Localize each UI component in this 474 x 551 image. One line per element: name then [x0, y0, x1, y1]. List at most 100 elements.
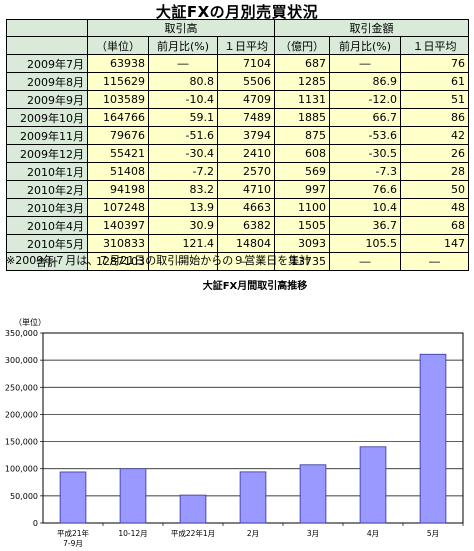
y-tick-label: 150,000 [5, 438, 38, 447]
cell-amt-avg: 86 [400, 108, 470, 127]
y-tick-label: 50,000 [10, 492, 38, 501]
total-label: 合計 [6, 252, 88, 271]
cell-vol-avg: 7489 [216, 108, 276, 127]
cell-vol-avg: 3794 [216, 126, 276, 145]
cell-amt-mom: 76.6 [329, 180, 402, 199]
cell-amt-mom: 86.9 [329, 72, 402, 91]
cell-amt-mom: 105.5 [329, 234, 402, 253]
sub-header-vol-avg: １日平均 [216, 36, 276, 55]
bars [59, 353, 447, 524]
cell-vol-avg: 2570 [216, 162, 276, 181]
cell-amt-mom: 10.4 [329, 198, 402, 217]
x-tick-label: 平成22年1月 [171, 528, 215, 538]
bar [179, 494, 207, 524]
cell-amt-avg: 68 [400, 216, 470, 235]
x-tick-label: 2月 [247, 529, 259, 538]
sub-header-vol-unit: （単位） [87, 36, 149, 55]
cell-vol: 140397 [87, 216, 149, 235]
bar [239, 471, 267, 524]
cell-vol-mom: 121.4 [148, 234, 218, 253]
cell-amt-avg: 42 [400, 126, 470, 145]
cell-vol-avg: 4710 [216, 180, 276, 199]
cell-amt-avg: 26 [400, 144, 470, 163]
cell-vol: 310833 [87, 234, 149, 253]
table-row: 2010年1月 51408 -7.2 2570 569 -7.3 28 [6, 162, 470, 181]
cell-vol: 55421 [87, 144, 149, 163]
cell-vol-avg: 14804 [216, 234, 276, 253]
cell-amt: 1285 [274, 72, 331, 91]
cell-amt: 1100 [274, 198, 331, 217]
cell-vol-mom: -7.2 [148, 162, 218, 181]
table-row: 2009年7月 63938 ― 7104 687 ― 76 [6, 54, 470, 73]
cell-vol-avg: 4709 [216, 90, 276, 109]
row-month: 2009年7月 [6, 54, 88, 73]
x-tick-label: 平成21年 7-9月 [57, 528, 90, 548]
y-tick-label: 350,000 [5, 329, 38, 338]
bar [359, 446, 387, 524]
bar [119, 468, 147, 524]
cell-amt-mom: 66.7 [329, 108, 402, 127]
row-month: 2009年8月 [6, 72, 88, 91]
cell-amt-mom: -53.6 [329, 126, 402, 145]
table-row: 2009年9月 103589 -10.4 4709 1131 -12.0 51 [6, 90, 470, 109]
cell-vol-mom: 13.9 [148, 198, 218, 217]
sub-header-vol-mom: 前月比(%) [148, 36, 218, 55]
cell-amt-mom: ― [329, 54, 402, 73]
y-tick-label: 300,000 [5, 356, 38, 365]
group-header-amount: 取引金額 [274, 19, 470, 37]
cell-vol-mom: 83.2 [148, 180, 218, 199]
table-row: 2009年8月 115629 80.8 5506 1285 86.9 61 [6, 72, 470, 91]
cell-vol: 79676 [87, 126, 149, 145]
cell-vol-mom: ― [148, 54, 218, 73]
y-tick-label: 0 [33, 519, 38, 528]
table-row: 2009年11月 79676 -51.6 3794 875 -53.6 42 [6, 126, 470, 145]
cell-amt-avg: 147 [400, 234, 470, 253]
table-row: 2010年2月 94198 83.2 4710 997 76.6 50 [6, 180, 470, 199]
y-axis-ticks: 0 50,000 100,000 150,000 200,000 250,000 300,0… [5, 329, 43, 528]
bar [419, 353, 447, 524]
cell-vol-mom: -30.4 [148, 144, 218, 163]
sub-header-row: （単位） 前月比(%) １日平均 （億円） 前月比(%) １日平均 [6, 36, 470, 55]
row-month: 2009年10月 [6, 108, 88, 127]
cell-amt-avg: 28 [400, 162, 470, 181]
sub-header-amt-unit: （億円） [274, 36, 331, 55]
x-tick-label: 5月 [427, 529, 439, 538]
total-amt-mom: ― [329, 252, 402, 271]
x-axis-ticks: 平成21年 7-9月 10-12月 平成22年1月 2月 3月 4月 5月 [57, 523, 464, 548]
cell-vol-mom: -51.6 [148, 126, 218, 145]
bar-chart: 大証FX月間取引高推移 （単位） 0 50,000 100,000 150,000 20… [5, 279, 464, 548]
group-header-row: 取引高 取引金額 [6, 19, 470, 37]
cell-vol: 107248 [87, 198, 149, 217]
cell-amt: 687 [274, 54, 331, 73]
row-month: 2009年11月 [6, 126, 88, 145]
cell-amt-mom: -7.3 [329, 162, 402, 181]
chart-title: 大証FX月間取引高推移 [203, 279, 308, 292]
cell-amt: 875 [274, 126, 331, 145]
total-vol-mom: ― [148, 252, 218, 271]
table-note: ※2009年７月は、７月21日の取引開始からの９営業日を集計 [6, 254, 311, 267]
y-axis-label: （単位） [14, 317, 46, 327]
cell-amt-mom: 36.7 [329, 216, 402, 235]
total-row: 合計 1287103 ― ― 13735 ― ― [6, 252, 470, 271]
page-title: 大証FXの月別売買状況 [155, 3, 319, 21]
table-body: 2009年7月 63938 ― 7104 687 ― 76 2009年8月 115629 80.8… [6, 54, 470, 253]
row-month: 2009年9月 [6, 90, 88, 109]
table-row: 2010年3月 107248 13.9 4663 1100 10.4 48 [6, 198, 470, 217]
x-tick-label: 10-12月 [118, 529, 147, 538]
cell-vol-mom: 30.9 [148, 216, 218, 235]
corner-cell [6, 19, 88, 37]
total-amt: 13735 [274, 252, 331, 271]
x-tick-label: 4月 [367, 529, 379, 538]
cell-vol: 164766 [87, 108, 149, 127]
cell-amt: 3093 [274, 234, 331, 253]
stats-table: 取引高 取引金額 （単位） 前月比(%) １日平均 （億円） 前月比(%) １日… [6, 19, 470, 271]
cell-vol-mom: 59.1 [148, 108, 218, 127]
cell-vol-avg: 7104 [216, 54, 276, 73]
total-vol: 1287103 [87, 252, 149, 271]
total-amt-avg: ― [400, 252, 470, 271]
cell-vol: 63938 [87, 54, 149, 73]
sub-header-blank [6, 36, 88, 55]
table-row: 2010年5月 310833 121.4 14804 3093 105.5 147 [6, 234, 470, 253]
cell-vol-avg: 2410 [216, 144, 276, 163]
cell-vol-mom: -10.4 [148, 90, 218, 109]
